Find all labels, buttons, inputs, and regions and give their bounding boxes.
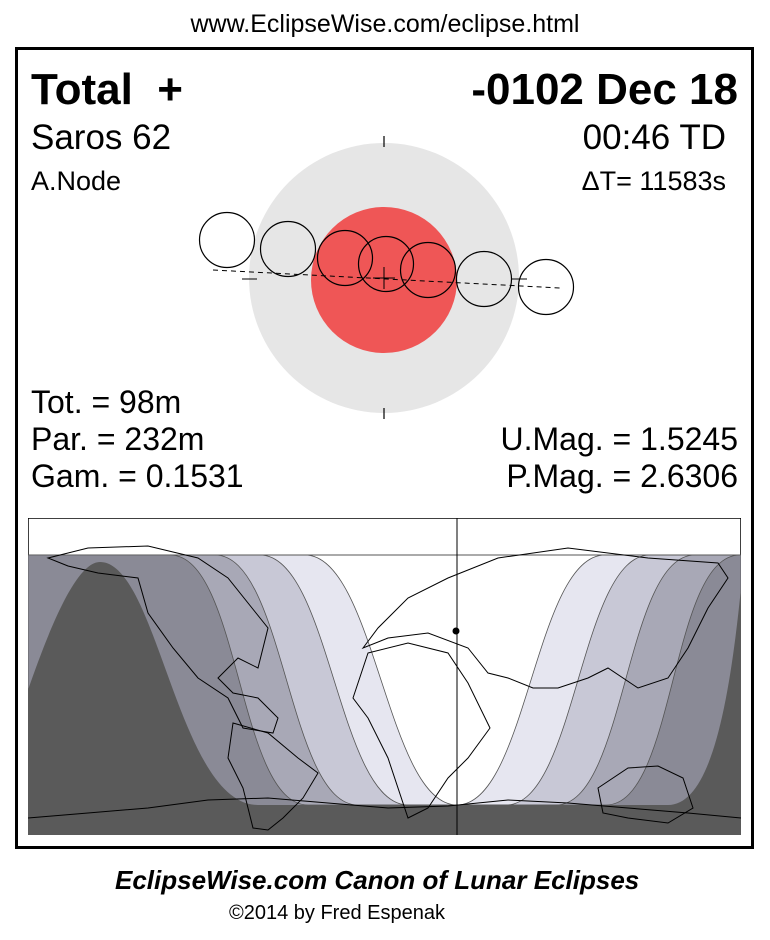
penumbral-magnitude: P.Mag. = 2.6306 — [506, 458, 738, 494]
moon-position-u2 — [316, 229, 374, 287]
node: A.Node — [31, 166, 122, 196]
moon-position-p1 — [198, 211, 256, 269]
subsolar-point — [452, 627, 460, 635]
eclipse-time: 00:46 TD — [582, 118, 726, 157]
coastline-antarctica — [28, 797, 741, 819]
delta-t: ΔT= 11583s — [581, 166, 726, 196]
coastline-south-america — [227, 722, 319, 831]
coastline-eurasia — [361, 547, 729, 689]
header-url[interactable]: www.EclipseWise.com/eclipse.html — [190, 10, 580, 38]
visibility-map — [28, 518, 741, 835]
coastline-africa — [352, 642, 491, 819]
saros: Saros 62 — [31, 118, 172, 157]
eclipse-figure-frame — [15, 47, 754, 849]
coastline-north-america — [46, 545, 279, 734]
eclipse-type-label: Total — [31, 65, 133, 114]
eclipse-date: -0102 Dec 18 — [471, 65, 738, 114]
footer-copyright: ©2014 by Fred Espenak — [229, 902, 445, 924]
eclipse-geometry-diagram — [198, 136, 575, 419]
totality-duration: Tot. = 98m — [31, 384, 182, 420]
coastline-australia — [597, 765, 694, 824]
eclipse-type: Total + — [31, 68, 183, 112]
shadow-band-4 — [28, 562, 741, 835]
gamma: Gam. = 0.1531 — [31, 458, 244, 494]
eclipse-type-symbol: + — [157, 65, 183, 114]
ecliptic-path — [212, 269, 561, 289]
moon-position-max — [357, 235, 415, 293]
moon-position-u3 — [399, 241, 457, 299]
moon-position-p4 — [517, 258, 575, 316]
footer-title: EclipseWise.com Canon of Lunar Eclipses — [115, 865, 640, 895]
moon-position-u1 — [259, 220, 317, 278]
partial-duration: Par. = 232m — [31, 421, 205, 457]
moon-position-u4 — [455, 250, 513, 308]
umbral-magnitude: U.Mag. = 1.5245 — [500, 421, 738, 457]
